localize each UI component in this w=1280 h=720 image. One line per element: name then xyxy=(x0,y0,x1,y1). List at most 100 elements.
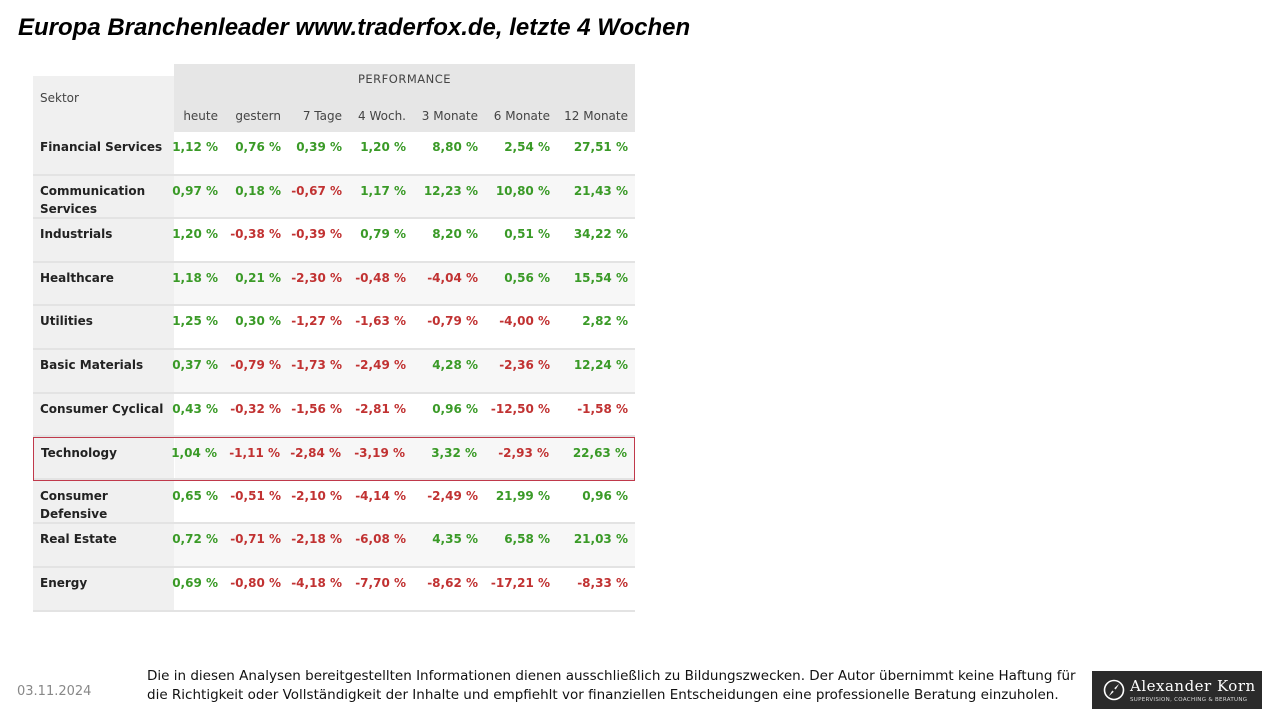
performance-value: 3,32 % xyxy=(431,446,477,461)
table-row: Utilities 1,25 % 0,30 % -1,27 % -1,63 % -0,79… xyxy=(33,306,635,350)
row-background xyxy=(174,306,635,350)
footer-date: 03.11.2024 xyxy=(17,684,92,699)
sector-name: Consumer Cyclical xyxy=(40,401,164,416)
performance-value: 0,72 % xyxy=(172,532,218,547)
row-separator xyxy=(33,260,635,263)
row-separator xyxy=(33,565,635,568)
row-background xyxy=(174,262,635,307)
performance-value: 0,79 % xyxy=(360,227,406,242)
row-separator xyxy=(33,304,635,307)
column-header: 4 Woch. xyxy=(358,109,406,123)
performance-value: -0,32 % xyxy=(230,401,281,416)
performance-value: -8,33 % xyxy=(577,576,628,590)
performance-value: 0,96 % xyxy=(582,488,628,503)
table-row: Communication Services 0,97 % 0,18 % -0,67 … xyxy=(33,175,635,220)
performance-value: -7,70 % xyxy=(355,576,406,590)
performance-value: 0,18 % xyxy=(235,183,281,198)
performance-value: -0,80 % xyxy=(230,576,281,590)
performance-value: 0,69 % xyxy=(172,576,218,590)
performance-value: 1,20 % xyxy=(172,227,218,242)
performance-value: 34,22 % xyxy=(573,227,628,242)
performance-value: 27,51 % xyxy=(573,140,628,154)
column-header: 3 Monate xyxy=(421,109,478,123)
performance-value: -1,73 % xyxy=(291,358,342,372)
table-row: Financial Services 1,12 % 0,76 % 0,39 % 1,20… xyxy=(33,132,635,176)
sector-column-background xyxy=(33,76,174,611)
table-row: Energy 0,69 % -0,80 % -4,18 % -7,70 % -8,62 %… xyxy=(33,568,635,612)
performance-value: 0,51 % xyxy=(504,227,550,242)
performance-value: 8,80 % xyxy=(432,140,478,154)
row-background xyxy=(174,219,635,263)
column-header: 7 Tage xyxy=(302,109,342,123)
performance-value: -2,30 % xyxy=(291,270,342,285)
row-separator xyxy=(33,347,635,350)
table-row: Technology 1,04 % -1,11 % -2,84 % -3,19 % 3,3… xyxy=(33,437,635,481)
performance-value: 0,56 % xyxy=(504,270,550,285)
compass-icon xyxy=(1103,679,1125,701)
sector-column-header: Sektor xyxy=(40,91,79,105)
row-background xyxy=(174,480,635,525)
performance-value: -1,27 % xyxy=(291,314,342,329)
performance-value: 0,39 % xyxy=(296,140,342,154)
performance-value: 8,20 % xyxy=(432,227,478,242)
performance-value: -0,67 % xyxy=(291,183,342,198)
sector-name: Energy xyxy=(40,576,88,590)
table-row: Healthcare 1,18 % 0,21 % -2,30 % -0,48 % -4,0… xyxy=(33,262,635,307)
performance-value: -0,39 % xyxy=(291,227,342,242)
performance-value: -2,84 % xyxy=(290,446,341,461)
performance-value: -0,48 % xyxy=(355,270,406,285)
row-background xyxy=(174,132,635,176)
performance-value: 2,82 % xyxy=(582,314,628,329)
performance-value: 22,63 % xyxy=(572,446,627,461)
performance-group-header: PERFORMANCE xyxy=(357,72,452,86)
sector-name: Communication Services xyxy=(40,183,146,216)
row-background xyxy=(174,524,635,568)
performance-value: 21,03 % xyxy=(573,532,628,547)
performance-value: 1,12 % xyxy=(172,140,218,154)
row-background xyxy=(174,350,635,394)
performance-value: -2,36 % xyxy=(499,358,550,372)
table-row: Consumer Cyclical 0,43 % -0,32 % -1,56 % -2,… xyxy=(33,393,635,438)
performance-value: -0,71 % xyxy=(230,532,281,547)
column-header: 12 Monate xyxy=(564,109,628,123)
performance-value: 6,58 % xyxy=(504,532,550,547)
performance-value: -1,56 % xyxy=(291,401,342,416)
sector-name: Utilities xyxy=(40,314,93,329)
performance-value: -17,21 % xyxy=(490,576,550,590)
row-separator xyxy=(33,217,635,220)
performance-value: -0,51 % xyxy=(230,488,281,503)
performance-value: 4,28 % xyxy=(432,358,478,372)
table-row: Real Estate 0,72 % -0,71 % -2,18 % -6,08 % 4,… xyxy=(33,524,635,568)
performance-value: 0,97 % xyxy=(172,183,218,198)
performance-table: Sektor PERFORMANCE heute gestern 7 Tage 4 W… xyxy=(33,64,635,612)
row-separator xyxy=(33,173,635,176)
column-header: gestern xyxy=(235,109,281,123)
row-separator xyxy=(33,435,635,438)
row-background xyxy=(174,175,635,220)
performance-value: -4,04 % xyxy=(427,270,478,285)
performance-value: 0,96 % xyxy=(432,401,478,416)
performance-value: -2,49 % xyxy=(427,488,478,503)
performance-value: -2,18 % xyxy=(291,532,342,547)
row-separator xyxy=(33,391,635,394)
row-separator xyxy=(33,522,635,525)
performance-value: -0,38 % xyxy=(230,227,281,242)
logo-name: Alexander Korn xyxy=(1130,677,1256,695)
performance-value: 21,99 % xyxy=(495,488,550,503)
performance-value: 21,43 % xyxy=(573,183,628,198)
performance-value: 0,65 % xyxy=(172,488,218,503)
performance-value: -8,62 % xyxy=(427,576,478,590)
performance-value: -0,79 % xyxy=(427,314,478,329)
performance-header-background xyxy=(174,64,635,132)
row-background xyxy=(174,393,635,438)
row-background xyxy=(175,438,634,480)
performance-value: 12,24 % xyxy=(573,358,628,372)
sector-name: Real Estate xyxy=(40,532,117,547)
performance-value: 0,37 % xyxy=(172,358,218,372)
performance-value: 0,43 % xyxy=(172,401,218,416)
performance-value: -12,50 % xyxy=(490,401,550,416)
brand-logo: Alexander Korn SUPERVISION, COACHING & B… xyxy=(1092,671,1262,709)
performance-value: -1,63 % xyxy=(355,314,406,329)
sector-name: Financial Services xyxy=(40,140,163,154)
performance-value: 0,30 % xyxy=(235,314,281,329)
